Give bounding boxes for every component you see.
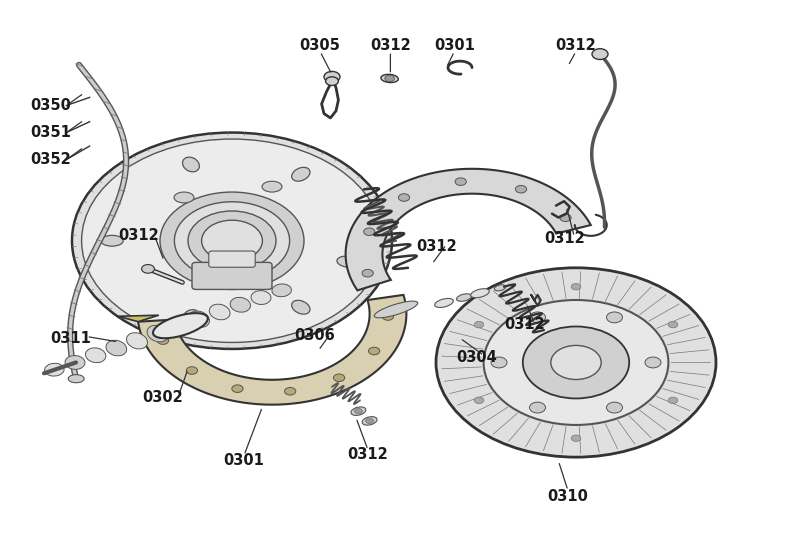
- Circle shape: [571, 283, 581, 290]
- Circle shape: [364, 228, 375, 235]
- Ellipse shape: [101, 235, 123, 246]
- Text: 0312: 0312: [416, 239, 457, 254]
- Polygon shape: [346, 169, 590, 291]
- Circle shape: [72, 133, 392, 349]
- Text: 0310: 0310: [547, 489, 589, 504]
- Circle shape: [483, 300, 669, 425]
- Circle shape: [515, 186, 526, 193]
- Ellipse shape: [272, 284, 291, 296]
- Circle shape: [474, 321, 484, 328]
- FancyBboxPatch shape: [209, 251, 255, 267]
- Circle shape: [366, 418, 374, 424]
- Ellipse shape: [292, 167, 310, 181]
- Circle shape: [82, 139, 382, 342]
- Ellipse shape: [65, 355, 85, 370]
- Ellipse shape: [362, 417, 377, 425]
- Circle shape: [385, 75, 394, 82]
- Circle shape: [188, 211, 276, 270]
- Circle shape: [232, 385, 243, 392]
- Polygon shape: [118, 315, 158, 322]
- Circle shape: [668, 397, 678, 404]
- Ellipse shape: [434, 299, 454, 307]
- Circle shape: [592, 49, 608, 60]
- Circle shape: [606, 402, 622, 413]
- Text: 0312: 0312: [556, 38, 596, 54]
- Text: 0306: 0306: [294, 328, 335, 343]
- Circle shape: [436, 268, 716, 457]
- Ellipse shape: [189, 311, 210, 327]
- Circle shape: [530, 402, 546, 413]
- Ellipse shape: [168, 318, 189, 335]
- Circle shape: [174, 202, 290, 280]
- Text: 0312: 0312: [544, 230, 585, 246]
- Circle shape: [158, 337, 169, 345]
- Text: 0312: 0312: [348, 447, 388, 462]
- Circle shape: [160, 192, 304, 289]
- Ellipse shape: [126, 333, 147, 349]
- Ellipse shape: [292, 300, 310, 314]
- Ellipse shape: [174, 192, 194, 203]
- Circle shape: [645, 357, 661, 368]
- Ellipse shape: [182, 309, 199, 325]
- Circle shape: [455, 178, 466, 186]
- Circle shape: [369, 347, 380, 355]
- Ellipse shape: [457, 294, 471, 301]
- Text: 0301: 0301: [434, 38, 475, 54]
- Circle shape: [606, 312, 622, 323]
- Text: 0305: 0305: [299, 38, 341, 54]
- Text: 0312: 0312: [504, 317, 545, 332]
- Circle shape: [571, 435, 581, 441]
- Text: 0304: 0304: [456, 349, 497, 365]
- Ellipse shape: [262, 181, 282, 192]
- Circle shape: [354, 408, 362, 414]
- Circle shape: [186, 367, 198, 374]
- Circle shape: [285, 387, 296, 395]
- Text: 0350: 0350: [30, 98, 71, 113]
- Circle shape: [530, 312, 546, 323]
- Ellipse shape: [153, 313, 208, 338]
- Ellipse shape: [106, 340, 126, 356]
- Ellipse shape: [381, 74, 398, 83]
- Text: 0311: 0311: [50, 331, 91, 346]
- Circle shape: [491, 357, 507, 368]
- Ellipse shape: [374, 301, 418, 318]
- FancyBboxPatch shape: [192, 262, 272, 289]
- Ellipse shape: [86, 348, 106, 362]
- Ellipse shape: [210, 304, 230, 320]
- Circle shape: [523, 327, 630, 398]
- Circle shape: [398, 194, 410, 201]
- Circle shape: [550, 345, 602, 380]
- Ellipse shape: [68, 374, 84, 383]
- Ellipse shape: [337, 256, 359, 267]
- Ellipse shape: [45, 364, 64, 376]
- Circle shape: [334, 374, 345, 381]
- Circle shape: [326, 77, 338, 85]
- Circle shape: [142, 265, 154, 273]
- Circle shape: [324, 71, 340, 82]
- Text: 0312: 0312: [118, 228, 159, 243]
- Text: 0312: 0312: [370, 38, 410, 54]
- Circle shape: [560, 214, 571, 222]
- Text: 0351: 0351: [30, 125, 71, 140]
- Text: 0302: 0302: [142, 390, 183, 405]
- Circle shape: [382, 313, 394, 320]
- Ellipse shape: [351, 407, 366, 415]
- Ellipse shape: [147, 325, 168, 342]
- Circle shape: [668, 321, 678, 328]
- Ellipse shape: [494, 285, 506, 291]
- Polygon shape: [138, 295, 406, 405]
- Ellipse shape: [182, 157, 199, 172]
- Ellipse shape: [470, 289, 490, 298]
- Circle shape: [362, 269, 374, 277]
- Text: 0352: 0352: [30, 152, 71, 167]
- Circle shape: [474, 397, 484, 404]
- Ellipse shape: [230, 298, 250, 312]
- Circle shape: [202, 220, 262, 261]
- Ellipse shape: [251, 291, 271, 305]
- Text: 0301: 0301: [223, 453, 265, 469]
